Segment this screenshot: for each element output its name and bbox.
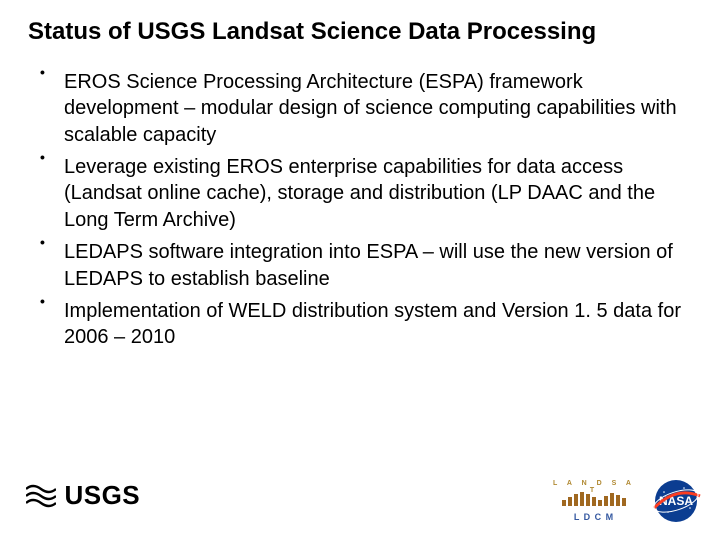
ldcm-bars-icon	[560, 492, 628, 506]
bullet-list: EROS Science Processing Architecture (ES…	[28, 69, 692, 351]
list-item: Leverage existing EROS enterprise capabi…	[36, 154, 692, 233]
nasa-logo: NASA	[650, 478, 702, 524]
list-item: EROS Science Processing Architecture (ES…	[36, 69, 692, 148]
ldcm-logo: L A N D S A T L D C M	[552, 478, 636, 524]
usgs-logo: USGS	[26, 480, 146, 522]
list-item: Implementation of WELD distribution syst…	[36, 298, 692, 351]
nasa-meatball-icon: NASA	[650, 478, 702, 524]
slide-title: Status of USGS Landsat Science Data Proc…	[28, 18, 692, 47]
right-logos: L A N D S A T L D C M NASA	[552, 478, 702, 524]
list-item: LEDAPS software integration into ESPA – …	[36, 239, 692, 292]
footer: USGS L A N D S A T L D C M NASA	[0, 472, 720, 526]
usgs-text: USGS	[64, 480, 140, 510]
slide: Status of USGS Landsat Science Data Proc…	[0, 0, 720, 540]
ldcm-label: L D C M	[552, 512, 636, 522]
usgs-waves-icon	[26, 483, 56, 509]
